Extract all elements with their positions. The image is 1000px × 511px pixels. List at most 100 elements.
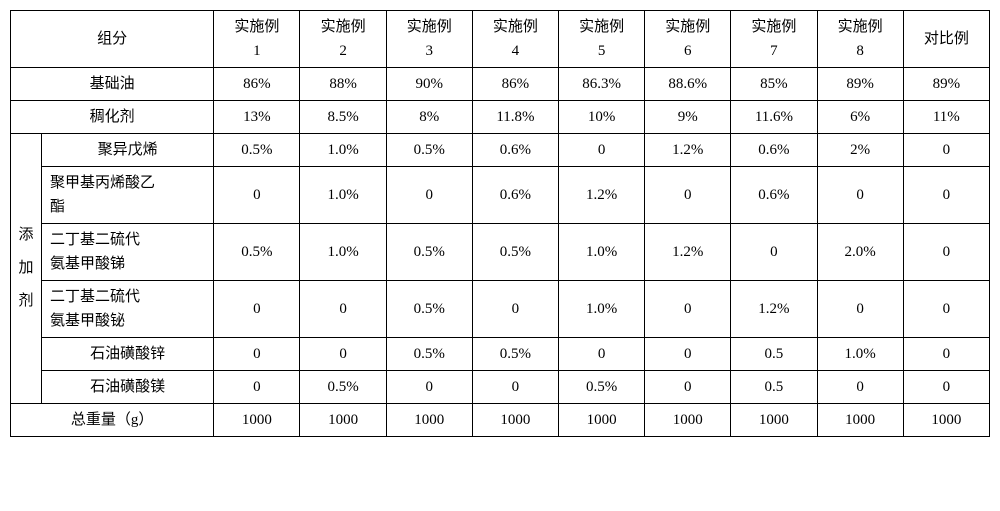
cell-value: 88% xyxy=(300,68,386,101)
cell-label: 二丁基二硫代氨基甲酸铋 xyxy=(41,281,213,338)
cell-value: 0.5% xyxy=(472,338,558,371)
cell-label: 二丁基二硫代氨基甲酸锑 xyxy=(41,224,213,281)
cell-value: 9% xyxy=(645,101,731,134)
col-component: 组分 xyxy=(11,11,214,68)
table-header-row: 组分 实施例1 实施例2 实施例3 实施例4 实施例5 实施例6 实施例7 实施… xyxy=(11,11,990,68)
cell-value: 0.6% xyxy=(472,134,558,167)
cell-value: 0.6% xyxy=(731,167,817,224)
cell-value: 1000 xyxy=(903,404,989,437)
cell-value: 8.5% xyxy=(300,101,386,134)
cell-value: 0 xyxy=(214,371,300,404)
cell-value: 1.0% xyxy=(300,134,386,167)
col-ex3: 实施例3 xyxy=(386,11,472,68)
row-additive-6: 石油磺酸镁 0 0.5% 0 0 0.5% 0 0.5 0 0 xyxy=(11,371,990,404)
cell-value: 0 xyxy=(645,167,731,224)
cell-value: 11.8% xyxy=(472,101,558,134)
row-thickener: 稠化剂 13% 8.5% 8% 11.8% 10% 9% 11.6% 6% 11… xyxy=(11,101,990,134)
col-comparison: 对比例 xyxy=(903,11,989,68)
col-ex8: 实施例8 xyxy=(817,11,903,68)
col-ex2: 实施例2 xyxy=(300,11,386,68)
row-base-oil: 基础油 86% 88% 90% 86% 86.3% 88.6% 85% 89% … xyxy=(11,68,990,101)
cell-value: 0.5% xyxy=(386,224,472,281)
cell-value: 86% xyxy=(472,68,558,101)
row-total: 总重量（g） 1000 1000 1000 1000 1000 1000 100… xyxy=(11,404,990,437)
cell-value: 1000 xyxy=(472,404,558,437)
row-additive-4: 二丁基二硫代氨基甲酸铋 0 0 0.5% 0 1.0% 0 1.2% 0 0 xyxy=(11,281,990,338)
cell-value: 0.5% xyxy=(214,134,300,167)
cell-value: 2% xyxy=(817,134,903,167)
cell-label: 基础油 xyxy=(11,68,214,101)
cell-label: 聚甲基丙烯酸乙酯 xyxy=(41,167,213,224)
cell-value: 0 xyxy=(300,338,386,371)
cell-value: 0 xyxy=(472,281,558,338)
cell-value: 0 xyxy=(903,134,989,167)
cell-value: 90% xyxy=(386,68,472,101)
cell-value: 89% xyxy=(903,68,989,101)
cell-value: 1.0% xyxy=(559,224,645,281)
cell-value: 1.2% xyxy=(731,281,817,338)
cell-value: 11% xyxy=(903,101,989,134)
cell-value: 0 xyxy=(645,281,731,338)
cell-label: 聚异戊烯 xyxy=(41,134,213,167)
cell-value: 0 xyxy=(300,281,386,338)
cell-value: 1.2% xyxy=(645,224,731,281)
cell-value: 0 xyxy=(903,281,989,338)
cell-value: 0.5% xyxy=(386,281,472,338)
cell-label: 石油磺酸镁 xyxy=(41,371,213,404)
cell-value: 0 xyxy=(559,338,645,371)
cell-value: 0 xyxy=(817,281,903,338)
cell-value: 0 xyxy=(817,371,903,404)
cell-value: 0 xyxy=(472,371,558,404)
cell-value: 86% xyxy=(214,68,300,101)
row-additive-3: 二丁基二硫代氨基甲酸锑 0.5% 1.0% 0.5% 0.5% 1.0% 1.2… xyxy=(11,224,990,281)
cell-value: 0.5 xyxy=(731,338,817,371)
cell-value: 1000 xyxy=(559,404,645,437)
cell-value: 0 xyxy=(903,224,989,281)
cell-value: 1.2% xyxy=(645,134,731,167)
cell-value: 0.5% xyxy=(386,134,472,167)
cell-value: 10% xyxy=(559,101,645,134)
cell-label: 稠化剂 xyxy=(11,101,214,134)
cell-value: 0 xyxy=(731,224,817,281)
cell-value: 0.5% xyxy=(472,224,558,281)
cell-value: 2.0% xyxy=(817,224,903,281)
cell-value: 1.0% xyxy=(300,167,386,224)
col-ex6: 实施例6 xyxy=(645,11,731,68)
cell-value: 0.6% xyxy=(472,167,558,224)
cell-value: 8% xyxy=(386,101,472,134)
cell-value: 0.5% xyxy=(386,338,472,371)
cell-value: 85% xyxy=(731,68,817,101)
cell-value: 0 xyxy=(214,338,300,371)
cell-value: 0 xyxy=(386,167,472,224)
cell-value: 1.0% xyxy=(817,338,903,371)
cell-value: 0.5 xyxy=(731,371,817,404)
cell-value: 0 xyxy=(214,281,300,338)
cell-value: 13% xyxy=(214,101,300,134)
cell-value: 0 xyxy=(903,167,989,224)
cell-value: 6% xyxy=(817,101,903,134)
cell-value: 0.6% xyxy=(731,134,817,167)
cell-label: 石油磺酸锌 xyxy=(41,338,213,371)
cell-value: 1.0% xyxy=(559,281,645,338)
cell-value: 0.5% xyxy=(214,224,300,281)
cell-value: 0 xyxy=(645,371,731,404)
row-additive-2: 聚甲基丙烯酸乙酯 0 1.0% 0 0.6% 1.2% 0 0.6% 0 0 xyxy=(11,167,990,224)
cell-value: 0.5% xyxy=(559,371,645,404)
cell-value: 1.2% xyxy=(559,167,645,224)
cell-value: 11.6% xyxy=(731,101,817,134)
row-additive-1: 添加剂 聚异戊烯 0.5% 1.0% 0.5% 0.6% 0 1.2% 0.6%… xyxy=(11,134,990,167)
col-ex4: 实施例4 xyxy=(472,11,558,68)
cell-value: 1000 xyxy=(300,404,386,437)
composition-table: 组分 实施例1 实施例2 实施例3 实施例4 实施例5 实施例6 实施例7 实施… xyxy=(10,10,990,437)
cell-value: 86.3% xyxy=(559,68,645,101)
cell-label: 总重量（g） xyxy=(11,404,214,437)
cell-value: 0 xyxy=(903,371,989,404)
cell-value: 1000 xyxy=(214,404,300,437)
cell-value: 89% xyxy=(817,68,903,101)
row-additive-5: 石油磺酸锌 0 0 0.5% 0.5% 0 0 0.5 1.0% 0 xyxy=(11,338,990,371)
col-ex7: 实施例7 xyxy=(731,11,817,68)
cell-value: 0 xyxy=(559,134,645,167)
cell-value: 88.6% xyxy=(645,68,731,101)
cell-value: 1000 xyxy=(731,404,817,437)
cell-value: 0.5% xyxy=(300,371,386,404)
